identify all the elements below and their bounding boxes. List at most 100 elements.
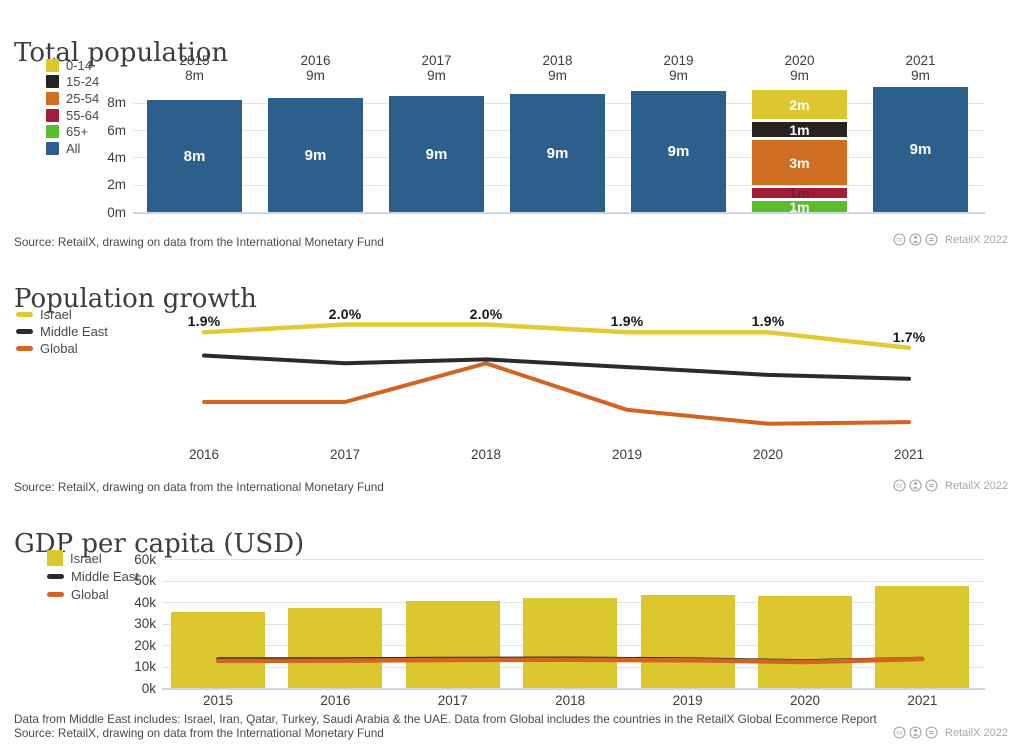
chart1-source: Source: RetailX, drawing on data from th… <box>14 235 384 249</box>
gdp-bar <box>171 612 265 688</box>
chart2-source: Source: RetailX, drawing on data from th… <box>14 480 384 494</box>
gdp-bar <box>405 601 500 688</box>
column-year: 2019 <box>663 53 694 68</box>
gdp-bar <box>875 586 970 688</box>
square-swatch-icon <box>46 75 59 89</box>
square-swatch-icon <box>46 58 59 72</box>
bar-value-label: 9m <box>425 145 448 163</box>
x-axis-label: 2019 <box>611 447 643 462</box>
cc-icon: cc <box>893 233 906 246</box>
growth-point-label: 2.0% <box>469 305 503 322</box>
column-header: 2018 9m <box>513 53 603 83</box>
gridline <box>162 581 985 582</box>
svg-text:cc: cc <box>896 730 902 737</box>
growth-point-label: 1.7% <box>892 328 926 345</box>
x-axis-label: 2021 <box>907 693 938 708</box>
square-swatch-icon <box>46 125 59 139</box>
x-axis-baseline <box>162 688 985 690</box>
no-derivatives-icon <box>925 726 938 739</box>
line-swatch-icon <box>16 329 33 335</box>
svg-text:cc: cc <box>896 237 902 244</box>
legend-label: Israel <box>40 307 72 323</box>
column-total: 9m <box>306 67 325 83</box>
y-axis-label: 8m <box>107 95 126 111</box>
legend-item-israel: Israel <box>16 306 108 323</box>
license-badge: cc RetailX 2022 <box>893 726 1008 739</box>
bar-value-label: 9m <box>667 143 690 160</box>
legend-item-middle-east: Middle East <box>47 567 139 585</box>
square-swatch-icon <box>46 91 59 105</box>
legend-label: Global <box>71 586 109 602</box>
column-total: 9m <box>669 67 688 83</box>
bar-value-label: 8m <box>183 147 206 165</box>
chart2-legend: Israel Middle East Global <box>16 306 108 358</box>
column-total: 9m <box>548 67 567 83</box>
population-bar: 9m <box>510 94 605 212</box>
column-header: 2020 9m <box>755 53 845 83</box>
y-axis-label: 4m <box>107 149 126 165</box>
license-badge: cc RetailX 2022 <box>893 479 1008 492</box>
cc-icon: cc <box>893 479 906 492</box>
stacked-segment-25-54: 3m <box>752 140 847 185</box>
growth-point-label: 2.0% <box>328 305 362 322</box>
column-header: 2021 9m <box>876 53 966 83</box>
y-axis-label: 2m <box>107 177 126 193</box>
chart3-footnote: Data from Middle East includes: Israel, … <box>14 712 877 726</box>
legend-item-all: All <box>46 140 99 157</box>
column-total: 9m <box>911 67 930 83</box>
attribution-icon <box>909 233 922 246</box>
x-axis-baseline <box>133 212 985 214</box>
x-axis-label: 2018 <box>470 447 502 462</box>
gdp-bar <box>288 608 383 688</box>
column-year: 2018 <box>542 53 573 68</box>
segment-label: 1m <box>789 201 810 212</box>
y-axis-label: 0m <box>107 204 126 220</box>
growth-point-label: 1.9% <box>610 313 644 330</box>
column-header: 2016 9m <box>271 53 361 83</box>
svg-text:cc: cc <box>896 483 902 490</box>
x-axis-label: 2019 <box>672 693 703 708</box>
column-header: 2019 9m <box>634 53 724 83</box>
legend-label: 0-14 <box>66 57 93 73</box>
license-text: RetailX 2022 <box>945 479 1008 492</box>
y-axis-label: 20k <box>134 637 156 653</box>
column-header: 2017 9m <box>392 53 482 83</box>
growth-point-label: 1.9% <box>751 313 785 330</box>
square-swatch-icon <box>46 141 59 155</box>
gdp-bar <box>758 596 852 688</box>
line-swatch-icon <box>16 346 33 352</box>
chart1-legend: 0-14 15-24 25-54 55-64 65+ All <box>46 57 99 157</box>
segment-label: 2m <box>789 96 810 113</box>
gridline <box>162 559 985 560</box>
column-year: 2016 <box>300 53 331 68</box>
x-axis-label: 2021 <box>893 447 925 462</box>
legend-item-middle-east: Middle East <box>16 323 108 340</box>
column-year: 2021 <box>905 53 936 68</box>
x-axis-label: 2020 <box>789 693 821 708</box>
population-bar: 8m <box>147 100 242 212</box>
column-total: 9m <box>427 67 446 83</box>
y-axis-label: 0k <box>141 680 156 696</box>
y-axis-label: 10k <box>134 659 156 674</box>
stacked-segment-65+: 1m <box>752 201 847 212</box>
legend-label: 65+ <box>66 124 89 140</box>
stacked-segment-55-64: 1m <box>752 188 847 198</box>
x-axis-label: 2016 <box>320 693 351 708</box>
cc-icon: cc <box>893 726 906 739</box>
column-header: 2015 8m <box>150 53 240 83</box>
y-axis-label: 40k <box>134 594 156 610</box>
attribution-icon <box>909 726 922 739</box>
legend-item-65-: 65+ <box>46 123 99 140</box>
population-bar: 9m <box>873 87 968 212</box>
population-bar: 9m <box>268 98 363 212</box>
no-derivatives-icon <box>925 233 938 246</box>
square-swatch-icon <box>47 550 63 566</box>
segment-label: 3m <box>789 154 810 171</box>
x-axis-label: 2017 <box>329 447 361 462</box>
y-axis-label: 60k <box>134 551 156 567</box>
population-bar: 9m <box>631 91 726 212</box>
legend-item-israel: Israel <box>47 549 139 567</box>
legend-item-global: Global <box>16 340 108 357</box>
chart3-source: Source: RetailX, drawing on data from th… <box>14 726 384 740</box>
square-swatch-icon <box>46 108 59 122</box>
